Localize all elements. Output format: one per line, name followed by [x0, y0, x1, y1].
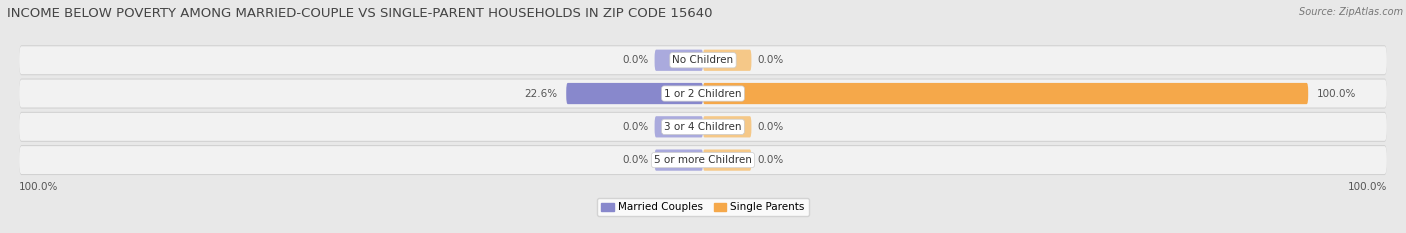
Text: 100.0%: 100.0% [1347, 182, 1386, 192]
Text: 0.0%: 0.0% [623, 155, 648, 165]
Text: 3 or 4 Children: 3 or 4 Children [664, 122, 742, 132]
FancyBboxPatch shape [20, 113, 1386, 141]
FancyBboxPatch shape [655, 50, 703, 71]
FancyBboxPatch shape [20, 45, 1386, 75]
Text: 22.6%: 22.6% [524, 89, 557, 99]
FancyBboxPatch shape [703, 150, 751, 171]
Text: 1 or 2 Children: 1 or 2 Children [664, 89, 742, 99]
FancyBboxPatch shape [655, 116, 703, 137]
Text: 100.0%: 100.0% [20, 182, 59, 192]
Text: 0.0%: 0.0% [623, 55, 648, 65]
FancyBboxPatch shape [567, 83, 703, 104]
FancyBboxPatch shape [20, 46, 1386, 74]
Text: 0.0%: 0.0% [758, 122, 783, 132]
FancyBboxPatch shape [20, 112, 1386, 142]
Text: INCOME BELOW POVERTY AMONG MARRIED-COUPLE VS SINGLE-PARENT HOUSEHOLDS IN ZIP COD: INCOME BELOW POVERTY AMONG MARRIED-COUPL… [7, 7, 713, 20]
FancyBboxPatch shape [703, 50, 751, 71]
FancyBboxPatch shape [20, 145, 1386, 175]
FancyBboxPatch shape [703, 116, 751, 137]
FancyBboxPatch shape [655, 150, 703, 171]
FancyBboxPatch shape [20, 79, 1386, 107]
Text: 0.0%: 0.0% [758, 55, 783, 65]
Text: 5 or more Children: 5 or more Children [654, 155, 752, 165]
Text: 0.0%: 0.0% [758, 155, 783, 165]
FancyBboxPatch shape [20, 146, 1386, 174]
Text: 0.0%: 0.0% [623, 122, 648, 132]
FancyBboxPatch shape [20, 79, 1386, 109]
Text: 100.0%: 100.0% [1317, 89, 1357, 99]
FancyBboxPatch shape [703, 83, 1308, 104]
Text: No Children: No Children [672, 55, 734, 65]
Legend: Married Couples, Single Parents: Married Couples, Single Parents [598, 198, 808, 216]
Text: Source: ZipAtlas.com: Source: ZipAtlas.com [1299, 7, 1403, 17]
